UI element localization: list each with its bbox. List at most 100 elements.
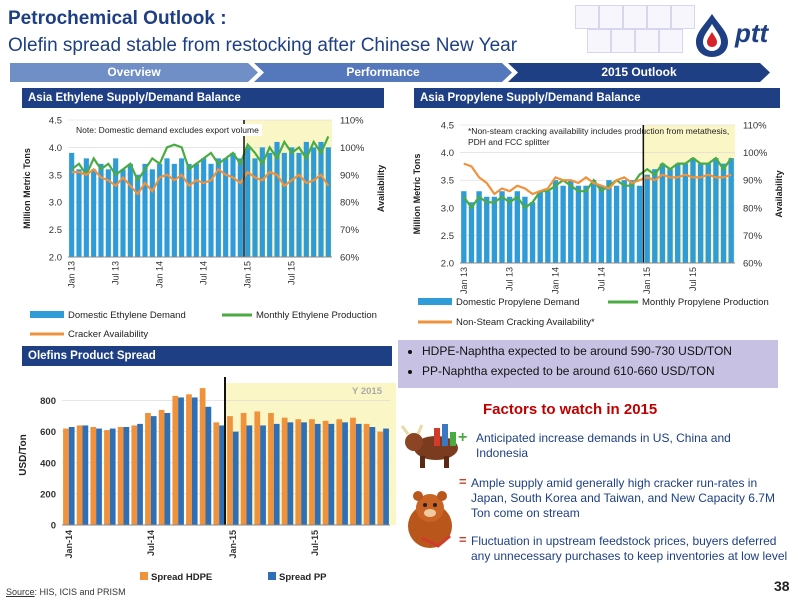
ethylene-note: Note: Domestic demand excludes export vo… (76, 125, 259, 135)
ethylene-2015-highlight (244, 120, 332, 257)
propylene-demand-bar (697, 163, 704, 263)
propylene-ylabel: Million Metric Tons (412, 154, 422, 235)
propylene-ytick-label: 3.5 (441, 176, 454, 187)
propylene-demand-bar (613, 185, 620, 263)
spread-hdpe-bar (172, 395, 179, 525)
spread-pp-bar (246, 425, 253, 525)
spread-pp-bar (123, 427, 130, 525)
propylene-ytick-label: 3.0 (441, 203, 454, 214)
propylene-xtick-label: Jan 15 (642, 267, 652, 294)
propylene-demand-bar (728, 158, 734, 263)
propylene-demand-bar (529, 202, 536, 263)
hdpe-expectation: HDPE-Naphtha expected to be around 590-7… (422, 344, 778, 358)
ethylene-legend-label: Cracker Availability (68, 329, 148, 340)
propylene-demand-bar (491, 196, 498, 263)
spread-xtick-label: Jul-15 (310, 530, 320, 556)
propylene-xtick-label: Jul 14 (596, 267, 606, 291)
propylene-demand-bar (484, 196, 490, 263)
propylene-availability-line (463, 162, 732, 196)
negative-sign-1: = (459, 474, 467, 489)
ethylene-ytick-label: 2.5 (49, 225, 62, 236)
ethylene-demand-bar (296, 152, 302, 257)
propylene-y2tick-label: 110% (743, 121, 767, 132)
ethylene-demand-bar (76, 169, 82, 257)
propylene-demand-bar (499, 191, 505, 263)
tab-overview[interactable]: Overview (10, 63, 258, 82)
spread-pp-bar (82, 425, 89, 525)
ethylene-y2tick-label: 90% (340, 170, 360, 181)
page-number: 38 (774, 578, 790, 594)
ethylene-y2tick-label: 110% (340, 116, 364, 127)
negative-factor-2: Fluctuation in upstream feedstock prices… (471, 534, 788, 563)
ethylene-section-title: Asia Ethylene Supply/Demand Balance (22, 88, 384, 108)
ethylene-xtick-label: Jan 15 (243, 261, 253, 288)
ethylene-y2tick-label: 70% (340, 225, 360, 236)
spread-hdpe-bar (90, 427, 97, 525)
ethylene-demand-bar (113, 158, 119, 257)
spread-hdpe-bar (240, 413, 247, 525)
ethylene-demand-bar (164, 158, 170, 257)
ethylene-ytick-label: 3.0 (49, 198, 62, 209)
propylene-demand-bar (667, 169, 673, 263)
propylene-y2label: Availability (774, 170, 784, 217)
tab-2015-outlook-label: 2015 Outlook (601, 65, 677, 79)
ethylene-demand-bar (274, 141, 280, 257)
ethylene-ytick-label: 2.0 (49, 253, 62, 264)
spread-section-title: Olefins Product Spread (22, 346, 392, 366)
spread-ytick-label: 800 (40, 396, 56, 407)
propylene-demand-bar (621, 180, 627, 263)
ethylene-demand-bar (303, 141, 309, 257)
propylene-demand-bar (476, 191, 482, 263)
ethylene-demand-bar (142, 163, 148, 257)
tab-overview-label: Overview (107, 65, 161, 79)
positive-factor: Anticipated increase demands in US, Chin… (476, 431, 731, 460)
source-text: : HIS, ICIS and PRISM (34, 587, 126, 597)
spread-pp-bar (96, 428, 102, 525)
spread-hdpe-bar (281, 417, 288, 525)
ethylene-legend-label: Domestic Ethylene Demand (68, 310, 186, 321)
spread-pp-bar (150, 416, 157, 525)
propylene-ytick-label: 4.0 (441, 148, 454, 159)
ethylene-demand-bar (171, 163, 177, 257)
page-subtitle: Olefin spread stable from restocking aft… (8, 35, 518, 56)
ethylene-demand-bar (267, 152, 273, 257)
spread-legend-label: Spread PP (279, 572, 327, 583)
spread-pp-bar (314, 423, 321, 525)
spread-pp-bar (287, 422, 294, 525)
ethylene-note-bg (72, 124, 262, 136)
propylene-legend-label: Monthly Propylene Production (642, 297, 769, 308)
propylene-legend-label: Domestic Propylene Demand (456, 297, 580, 308)
spread-pp-bar (164, 413, 171, 525)
propylene-demand-bar (583, 185, 589, 263)
ethylene-demand-bar (318, 141, 324, 257)
source-note: Source: HIS, ICIS and PRISM (6, 587, 126, 597)
spread-xtick-label: Jan-14 (64, 530, 74, 559)
spread-ytick-label: 200 (40, 489, 56, 500)
spread-hdpe-bar (268, 413, 274, 525)
pp-expectation: PP-Naphtha expected to be around 610-660… (422, 364, 778, 378)
spread-hdpe-bar (117, 427, 124, 525)
ethylene-demand-bar (179, 158, 185, 257)
progress-nav: Overview Performance 2015 Outlook (10, 63, 770, 82)
ethylene-demand-bar (252, 158, 258, 257)
ethylene-xtick-label: Jul 13 (111, 261, 121, 285)
spread-pp-bar (328, 423, 335, 525)
spread-hdpe-bar (131, 425, 138, 525)
ethylene-demand-bar (83, 158, 89, 257)
ethylene-demand-bar (91, 169, 97, 257)
tab-performance[interactable]: Performance (254, 63, 512, 82)
ethylene-demand-bar (69, 152, 75, 257)
tab-2015-outlook[interactable]: 2015 Outlook (508, 63, 770, 82)
source-prefix: Source (6, 587, 35, 597)
positive-sign: + (458, 429, 468, 446)
ethylene-demand-bar (281, 152, 287, 257)
spread-hdpe-bar (363, 423, 370, 525)
ethylene-demand-bar (127, 163, 133, 257)
propylene-production-line (462, 156, 733, 210)
propylene-demand-bar (591, 180, 597, 263)
spread-hdpe-bar (213, 422, 220, 525)
propylene-demand-bar (468, 202, 475, 263)
propylene-demand-bar (560, 185, 566, 263)
propylene-y2tick-label: 60% (743, 259, 763, 270)
ethylene-demand-bar (120, 169, 126, 257)
